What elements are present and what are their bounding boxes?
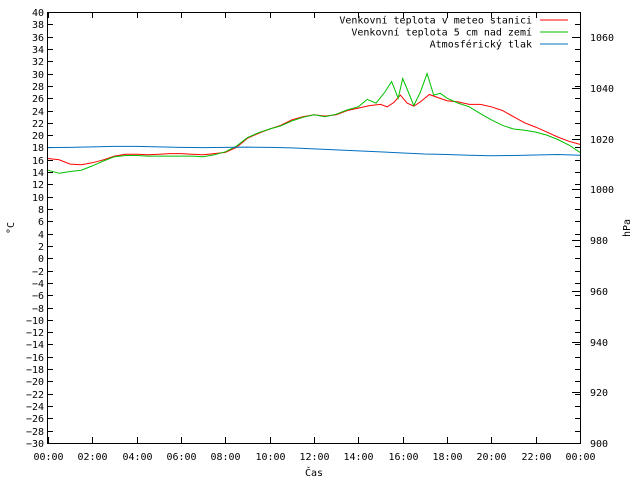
y-left-tick-label: 10 [32,193,44,204]
y-left-tick-label: −14 [26,340,44,351]
x-tick-label: 20:00 [476,452,506,463]
x-tick-label: 00:00 [33,452,63,463]
y-left-tick-label: −18 [26,365,44,376]
y-left-tick-label: −16 [26,353,44,364]
legend-label-0: Venkovní teplota v meteo stanici [339,15,532,27]
y-left-tick-label: 2 [38,242,44,253]
y-left-tick-label: 4 [38,230,44,241]
y-right-tick-label: 980 [590,236,608,247]
y-left-tick-label: 30 [32,70,44,81]
y-left-tick-label: 6 [38,217,44,228]
y-left-tick-label: −8 [32,304,44,315]
y-left-tick-label: 40 [32,8,44,19]
x-tick-label: 00:00 [565,452,595,463]
x-tick-label: 10:00 [255,452,285,463]
y-left-tick-label: −22 [26,390,44,401]
x-tick-label: 02:00 [77,452,107,463]
x-tick-label: 14:00 [343,452,373,463]
y-left-tick-label: 18 [32,143,44,154]
y-left-tick-label: 34 [32,45,44,56]
y-right-tick-label: 1040 [590,84,614,95]
y-axis-left-label: °C [6,222,17,234]
y-axis-right-label: hPa [622,219,633,237]
y-right-tick-label: 960 [590,287,608,298]
y-left-tick-label: 24 [32,107,44,118]
x-tick-label: 04:00 [122,452,152,463]
x-tick-label: 18:00 [432,452,462,463]
y-left-tick-label: −6 [32,291,44,302]
y-right-tick-label: 1000 [590,185,614,196]
y-left-tick-label: −28 [26,427,44,438]
y-right-tick-label: 940 [590,338,608,349]
y-left-tick-label: 36 [32,33,44,44]
legend-label-1: Venkovní teplota 5 cm nad zemí [351,27,532,39]
plot-frame [47,12,581,444]
series-line-2 [47,145,581,157]
y-right-tick-label: 900 [590,439,608,450]
y-left-tick-label: 26 [32,94,44,105]
x-axis-label: Čas [305,466,323,479]
y-right-tick-label: 920 [590,388,608,399]
x-tick-label: 08:00 [210,452,240,463]
series-line-1 [47,72,581,174]
y-left-tick-label: −4 [32,279,44,290]
y-left-tick-label: 0 [38,254,44,265]
y-left-tick-label: −24 [26,402,44,413]
legend-label-2: Atmosférický tlak [430,39,532,51]
y-axis-right-ticks: 900 920 940 960 980 1000 1020 1040 1060 [572,33,614,450]
x-tick-label: 12:00 [299,452,329,463]
x-axis-ticks: 00:00 02:00 04:00 06:00 08:00 10:00 12:00 14:00… [33,12,596,463]
y-left-tick-label: −12 [26,328,44,339]
y-left-tick-label: 28 [32,82,44,93]
y-left-tick-label: 16 [32,156,44,167]
y-left-tick-label: −20 [26,377,44,388]
y-left-tick-label: 22 [32,119,44,130]
y-left-tick-label: 20 [32,131,44,142]
y-right-tick-label: 1020 [590,135,614,146]
x-tick-label: 16:00 [388,452,418,463]
y-left-tick-label: 12 [32,180,44,191]
x-tick-label: 06:00 [166,452,196,463]
y-left-tick-label: −10 [26,316,44,327]
y-left-tick-label: −2 [32,267,44,278]
y-left-tick-label: 8 [38,205,44,216]
x-tick-label: 22:00 [521,452,551,463]
y-left-tick-label: 38 [32,20,44,31]
series-lines [47,72,581,174]
y-axis-left-ticks: −30−28−26−24−22−20−18−16−14−12−10−8−6−4−… [26,8,580,450]
y-left-tick-label: −30 [26,439,44,450]
y-left-tick-label: 14 [32,168,44,179]
legend: Venkovní teplota v meteo staniciVenkovní… [339,15,568,51]
y-left-tick-label: 32 [32,57,44,68]
y-right-tick-label: 1060 [590,33,614,44]
y-left-tick-label: −26 [26,414,44,425]
